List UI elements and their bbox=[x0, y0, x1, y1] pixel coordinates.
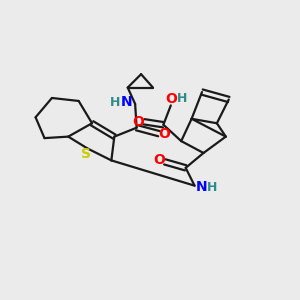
Text: H: H bbox=[207, 181, 218, 194]
Text: H: H bbox=[110, 96, 120, 109]
Text: O: O bbox=[158, 127, 170, 141]
Text: O: O bbox=[165, 92, 177, 106]
Text: O: O bbox=[153, 153, 165, 167]
Text: H: H bbox=[177, 92, 187, 105]
Text: S: S bbox=[81, 148, 91, 161]
Text: N: N bbox=[120, 95, 132, 110]
Text: O: O bbox=[132, 115, 144, 129]
Text: N: N bbox=[195, 180, 207, 194]
